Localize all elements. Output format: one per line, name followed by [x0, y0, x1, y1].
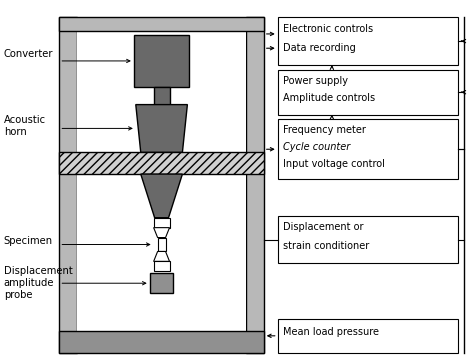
Bar — [278, 17, 458, 65]
Text: Converter: Converter — [4, 50, 53, 59]
Bar — [154, 87, 170, 104]
Bar — [278, 216, 458, 264]
Text: Cycle counter: Cycle counter — [283, 142, 350, 152]
Bar — [158, 238, 165, 252]
Text: horn: horn — [4, 127, 27, 137]
Text: Acoustic: Acoustic — [4, 115, 46, 126]
Bar — [77, 31, 246, 331]
Polygon shape — [154, 228, 170, 238]
Bar — [154, 218, 170, 228]
Text: Displacement: Displacement — [4, 266, 73, 276]
Text: Specimen: Specimen — [4, 236, 53, 246]
Bar — [59, 331, 264, 353]
Text: Input voltage control: Input voltage control — [283, 159, 384, 169]
Bar — [278, 119, 458, 179]
Bar — [278, 70, 458, 115]
Text: Frequency meter: Frequency meter — [283, 125, 365, 135]
Bar — [59, 17, 77, 353]
Bar — [246, 17, 264, 353]
Text: Displacement or: Displacement or — [283, 222, 363, 232]
Bar — [278, 319, 458, 353]
Text: Power supply: Power supply — [283, 76, 347, 86]
Bar — [59, 152, 264, 174]
Text: probe: probe — [4, 290, 32, 300]
Polygon shape — [141, 174, 182, 218]
Text: Mean load pressure: Mean load pressure — [283, 328, 379, 337]
Polygon shape — [154, 252, 170, 261]
Text: Data recording: Data recording — [283, 43, 356, 53]
Bar — [59, 17, 264, 31]
Text: Electronic controls: Electronic controls — [283, 24, 373, 34]
Bar — [150, 273, 173, 293]
Bar — [134, 35, 190, 87]
Text: amplitude: amplitude — [4, 278, 55, 288]
Bar — [154, 261, 170, 271]
Text: Amplitude controls: Amplitude controls — [283, 94, 375, 103]
Polygon shape — [136, 104, 187, 152]
Text: strain conditioner: strain conditioner — [283, 241, 369, 251]
